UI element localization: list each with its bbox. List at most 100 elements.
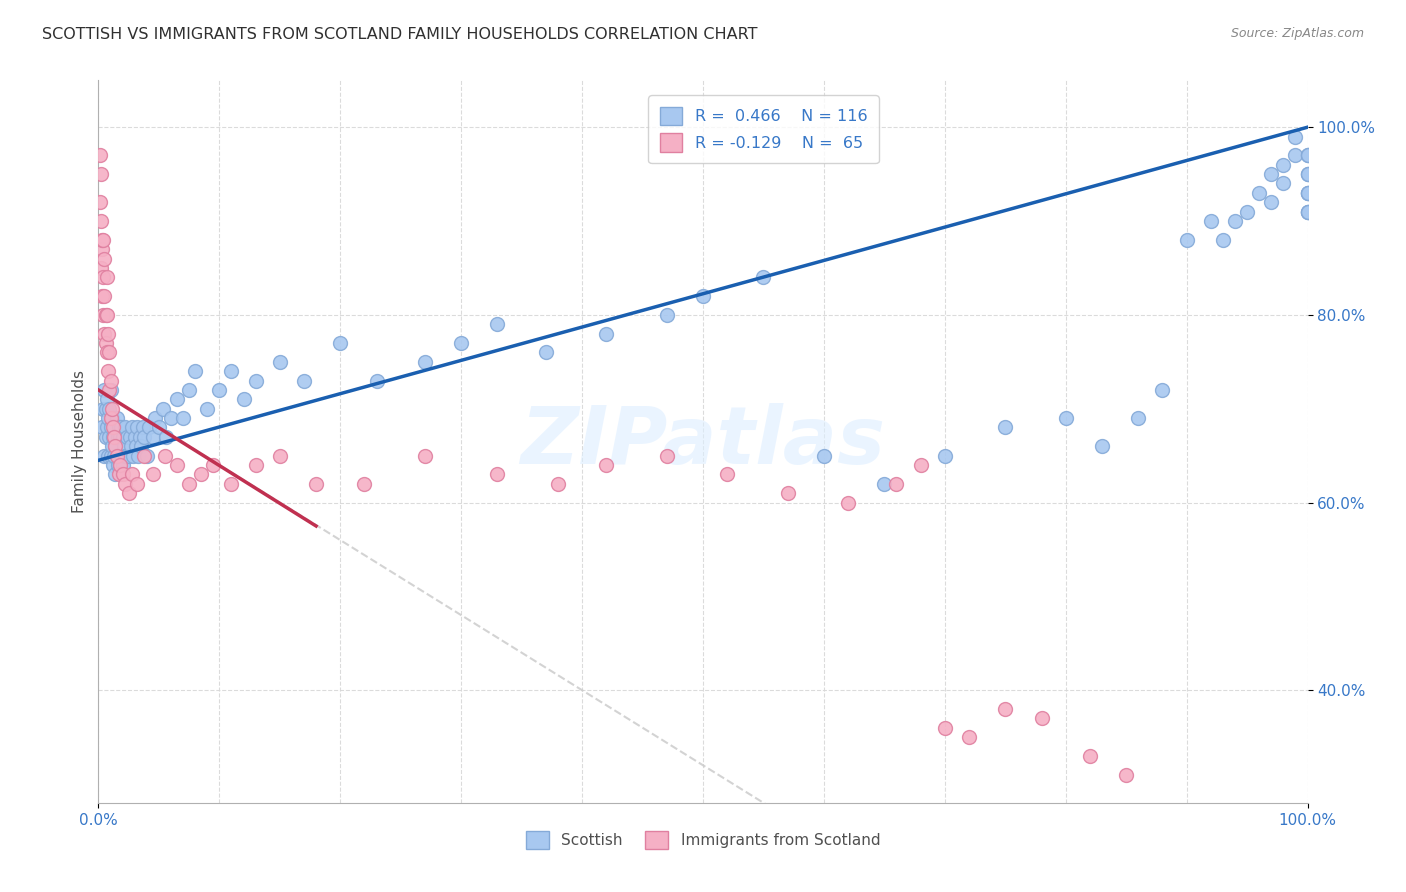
Point: [138, 420, 160, 434]
Point: [90, 167, 112, 181]
Point: [1296, 148, 1319, 162]
Point: [124, 430, 146, 444]
Point: [104, 439, 127, 453]
Point: [752, 270, 775, 285]
Point: [366, 374, 388, 388]
Point: [100, 374, 122, 388]
Point: [292, 374, 315, 388]
Point: [98, 345, 121, 359]
Point: [1296, 186, 1319, 200]
Point: [115, 449, 138, 463]
Point: [1296, 148, 1319, 162]
Point: [114, 449, 136, 463]
Point: [103, 430, 125, 444]
Point: [107, 458, 129, 472]
Point: [172, 411, 194, 425]
Point: [166, 392, 188, 407]
Point: [655, 449, 678, 463]
Point: [94, 430, 117, 444]
Point: [93, 289, 115, 303]
Point: [208, 383, 231, 397]
Point: [105, 449, 128, 463]
Point: [122, 449, 145, 463]
Point: [1296, 167, 1319, 181]
Point: [134, 430, 156, 444]
Point: [1091, 439, 1114, 453]
Point: [305, 476, 328, 491]
Point: [1296, 204, 1319, 219]
Point: [108, 458, 131, 472]
Point: [97, 364, 120, 378]
Point: [127, 476, 149, 491]
Point: [120, 439, 142, 453]
Point: [1236, 204, 1258, 219]
Point: [100, 411, 122, 425]
Point: [716, 467, 738, 482]
Point: [486, 318, 509, 332]
Point: [202, 458, 225, 472]
Point: [100, 411, 122, 425]
Point: [118, 449, 141, 463]
Point: [994, 702, 1017, 716]
Point: [595, 458, 617, 472]
Point: [1272, 177, 1295, 191]
Point: [1296, 204, 1319, 219]
Point: [595, 326, 617, 341]
Point: [128, 430, 150, 444]
Point: [105, 449, 128, 463]
Point: [90, 214, 112, 228]
Point: [166, 458, 188, 472]
Point: [104, 439, 127, 453]
Point: [1115, 767, 1137, 781]
Point: [101, 458, 124, 472]
Legend: Scottish, Immigrants from Scotland: Scottish, Immigrants from Scotland: [519, 823, 887, 856]
Point: [142, 430, 165, 444]
Point: [108, 467, 131, 482]
Point: [152, 401, 174, 416]
Point: [1249, 186, 1271, 200]
Point: [96, 420, 118, 434]
Point: [269, 355, 291, 369]
Point: [93, 449, 115, 463]
Point: [98, 430, 121, 444]
Point: [221, 476, 243, 491]
Point: [91, 242, 114, 256]
Point: [91, 289, 114, 303]
Point: [100, 383, 122, 397]
Point: [117, 430, 139, 444]
Point: [1260, 167, 1282, 181]
Point: [100, 439, 122, 453]
Point: [873, 476, 896, 491]
Point: [96, 392, 118, 407]
Point: [179, 476, 201, 491]
Point: [108, 449, 131, 463]
Point: [245, 374, 267, 388]
Point: [108, 430, 131, 444]
Point: [89, 195, 111, 210]
Point: [413, 355, 436, 369]
Point: [127, 420, 149, 434]
Point: [1296, 204, 1319, 219]
Point: [98, 401, 121, 416]
Point: [1175, 233, 1198, 247]
Point: [110, 449, 132, 463]
Point: [1296, 148, 1319, 162]
Point: [190, 467, 212, 482]
Point: [1212, 233, 1234, 247]
Point: [93, 252, 115, 266]
Point: [245, 458, 267, 472]
Point: [103, 420, 125, 434]
Point: [114, 420, 136, 434]
Point: [1296, 204, 1319, 219]
Point: [134, 449, 156, 463]
Point: [107, 430, 129, 444]
Point: [114, 476, 136, 491]
Point: [111, 467, 134, 482]
Point: [1128, 411, 1150, 425]
Point: [121, 467, 143, 482]
Point: [91, 401, 114, 416]
Point: [1260, 195, 1282, 210]
Point: [353, 476, 375, 491]
Point: [155, 430, 177, 444]
Point: [108, 458, 131, 472]
